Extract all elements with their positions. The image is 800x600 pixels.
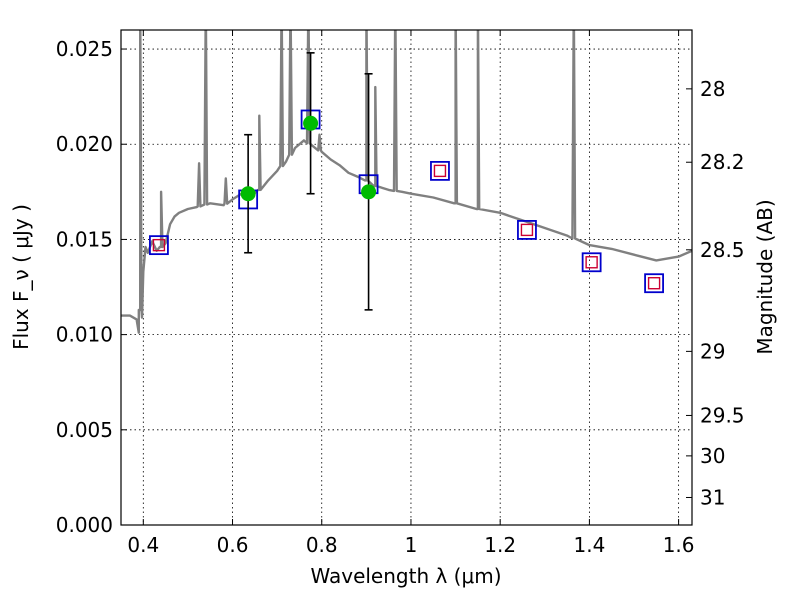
- y-tick-label-2: 0.010: [56, 323, 113, 347]
- predicted-square-1: [433, 164, 447, 178]
- y2-tick-label-2: 28.5: [700, 238, 745, 262]
- y2-tick-label-5: 30: [700, 444, 725, 468]
- y-tick-label-0: 0.000: [56, 513, 113, 537]
- y2-axis-label: Magnitude (AB): [753, 199, 777, 354]
- spectrum-line: [121, 30, 692, 334]
- y-tick-label-3: 0.015: [56, 227, 113, 251]
- x-tick-label-4: 1.2: [484, 533, 516, 557]
- predicted-square-4: [647, 277, 661, 290]
- x-tick-label-1: 0.6: [217, 533, 249, 557]
- y2-tick-label-4: 29.5: [700, 403, 745, 427]
- y-tick-label-1: 0.005: [56, 418, 113, 442]
- axes: 0.4 0.6 0.8 1 1.2 1.4 1.6 0.000 0.005 0.010 0.015 0…: [56, 29, 745, 557]
- model-square-0: [149, 235, 169, 256]
- observed-point-2: [361, 184, 377, 200]
- predicted-square-0: [152, 238, 166, 252]
- y2-tick-label-3: 29: [700, 339, 725, 363]
- y2-tick-label-1: 28.2: [700, 150, 745, 174]
- x-tick-label-3: 1: [405, 533, 418, 557]
- x-tick-label-6: 1.6: [663, 533, 695, 557]
- observed-point-0: [240, 186, 256, 202]
- predicted-square-2: [520, 223, 534, 237]
- y2-tick-label-0: 28: [700, 77, 725, 101]
- spectrum-series: [121, 30, 692, 334]
- y-tick-label-4: 0.020: [56, 132, 113, 156]
- x-tick-label-2: 0.8: [306, 533, 338, 557]
- observed-points: [240, 52, 377, 311]
- model-square-7: [644, 273, 664, 294]
- x-tick-label-5: 1.4: [573, 533, 605, 557]
- y-axis-label: Flux F_ν ( μJy ): [9, 204, 33, 350]
- x-tick-label-0: 0.4: [127, 533, 159, 557]
- model-square-4: [430, 160, 450, 181]
- model-square-5: [517, 220, 537, 240]
- observed-point-1: [303, 115, 319, 131]
- y-tick-label-5: 0.025: [56, 37, 113, 61]
- grid: [121, 30, 692, 525]
- predicted-square-3: [585, 256, 598, 269]
- model-square-6: [581, 252, 602, 273]
- x-axis-label: Wavelength λ (μm): [310, 564, 501, 588]
- y2-tick-label-6: 31: [700, 485, 725, 509]
- plot-frame: [120, 29, 693, 526]
